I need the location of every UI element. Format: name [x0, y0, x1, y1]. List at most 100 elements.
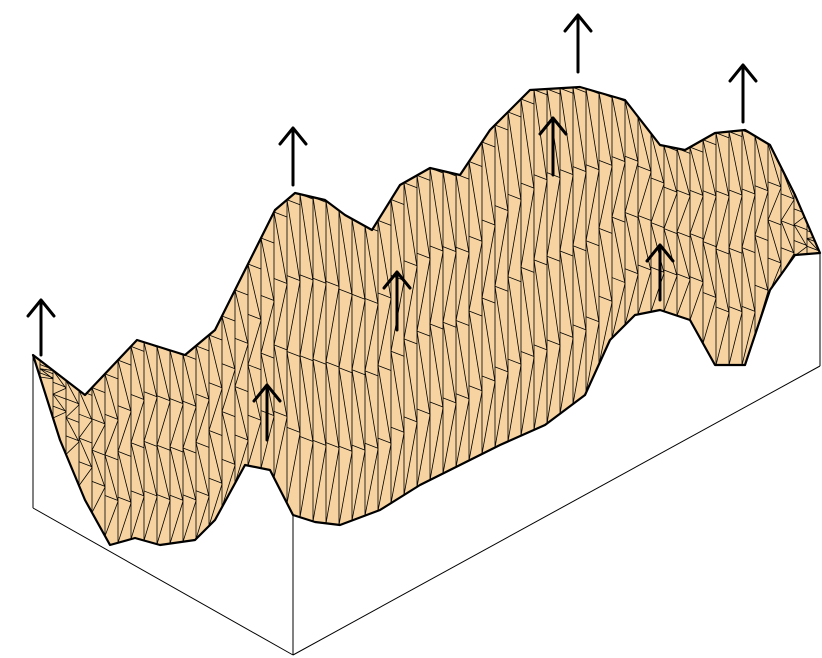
mesh-line	[52, 387, 67, 395]
mesh-line	[676, 189, 691, 196]
mesh-line	[234, 386, 249, 393]
mesh-line	[351, 369, 366, 376]
mesh-line	[572, 87, 587, 173]
mesh-line	[247, 314, 262, 320]
mesh-line	[650, 177, 665, 184]
mesh-line	[221, 315, 236, 322]
mesh-line	[481, 381, 496, 455]
mesh-line	[715, 248, 730, 255]
mesh-line	[117, 411, 132, 452]
mesh-line	[572, 245, 587, 252]
mesh-line	[364, 304, 379, 371]
mesh-line	[377, 437, 392, 444]
mesh-line	[442, 397, 457, 404]
mesh-line	[312, 197, 327, 285]
mesh-line	[442, 170, 457, 253]
mesh-line	[754, 185, 769, 192]
mesh-line	[104, 414, 119, 420]
mesh-line	[377, 219, 392, 226]
mesh-line	[741, 305, 756, 312]
mesh-line	[637, 116, 652, 173]
mesh-line	[299, 355, 314, 443]
mesh-line	[468, 161, 483, 167]
mesh-line	[312, 359, 327, 447]
mesh-line	[507, 200, 522, 277]
mesh-line	[169, 350, 184, 405]
mesh-line	[728, 189, 743, 196]
mesh-line	[247, 364, 262, 371]
mesh-line	[156, 500, 171, 545]
mesh-line	[416, 331, 431, 416]
mesh-line	[234, 434, 249, 441]
mesh-line	[117, 359, 132, 412]
mesh-line	[156, 395, 171, 402]
mesh-line	[702, 139, 717, 197]
mesh-line	[442, 403, 457, 474]
mesh-line	[195, 442, 210, 448]
mesh-line	[689, 276, 704, 283]
mesh-line	[351, 444, 366, 451]
mesh-line	[429, 323, 444, 409]
mesh-line	[598, 92, 613, 167]
mesh-line	[520, 357, 535, 436]
mesh-line	[325, 281, 340, 287]
mesh-line	[247, 320, 262, 365]
mesh-line	[52, 393, 67, 413]
mesh-line	[273, 344, 288, 351]
mesh-line	[689, 196, 704, 234]
mesh-line	[208, 334, 223, 341]
mesh-line	[520, 351, 535, 357]
mesh-line	[65, 435, 80, 442]
mesh-line	[182, 400, 197, 407]
mesh-line	[689, 147, 704, 197]
mesh-line	[260, 237, 275, 302]
mesh-line	[416, 174, 431, 181]
mesh-line	[364, 449, 379, 516]
mesh-line	[663, 145, 678, 194]
mesh-line	[130, 346, 145, 401]
mesh-line	[208, 388, 223, 431]
mesh-line	[325, 287, 340, 363]
mesh-line	[312, 284, 327, 360]
mesh-line	[728, 247, 743, 254]
mesh-line	[611, 217, 626, 284]
mesh-line	[390, 433, 405, 504]
normal-arrow	[278, 126, 308, 187]
mesh-line	[676, 273, 691, 280]
mesh-line	[637, 165, 652, 172]
mesh-line	[104, 454, 119, 461]
mesh-line	[351, 369, 366, 452]
mesh-line	[741, 130, 756, 196]
mesh-line	[611, 277, 626, 283]
mesh-line	[195, 490, 210, 497]
mesh-line	[611, 156, 626, 163]
mesh-line	[273, 284, 288, 345]
mesh-line	[676, 148, 691, 197]
mesh-line	[624, 268, 639, 275]
mesh-line	[637, 270, 652, 315]
mesh-line	[559, 338, 574, 414]
mesh-line	[767, 257, 782, 264]
mesh-line	[221, 459, 236, 465]
mesh-line	[624, 212, 639, 275]
mesh-line	[143, 440, 158, 447]
mesh-line	[650, 133, 665, 185]
mesh-line	[754, 235, 769, 241]
mesh-line	[403, 338, 418, 423]
mesh-line	[104, 373, 119, 421]
mesh-line	[585, 164, 600, 171]
mesh-line	[377, 365, 392, 445]
mesh-line	[91, 418, 106, 425]
mesh-line	[286, 351, 301, 434]
mesh-line	[728, 312, 743, 366]
mesh-line	[793, 224, 808, 247]
mesh-line	[78, 437, 93, 444]
mesh-line	[455, 399, 470, 468]
mesh-line	[247, 263, 262, 270]
mesh-line	[598, 228, 613, 303]
mesh-line	[533, 350, 548, 430]
mesh-line	[65, 441, 80, 455]
mesh-line	[442, 321, 457, 328]
